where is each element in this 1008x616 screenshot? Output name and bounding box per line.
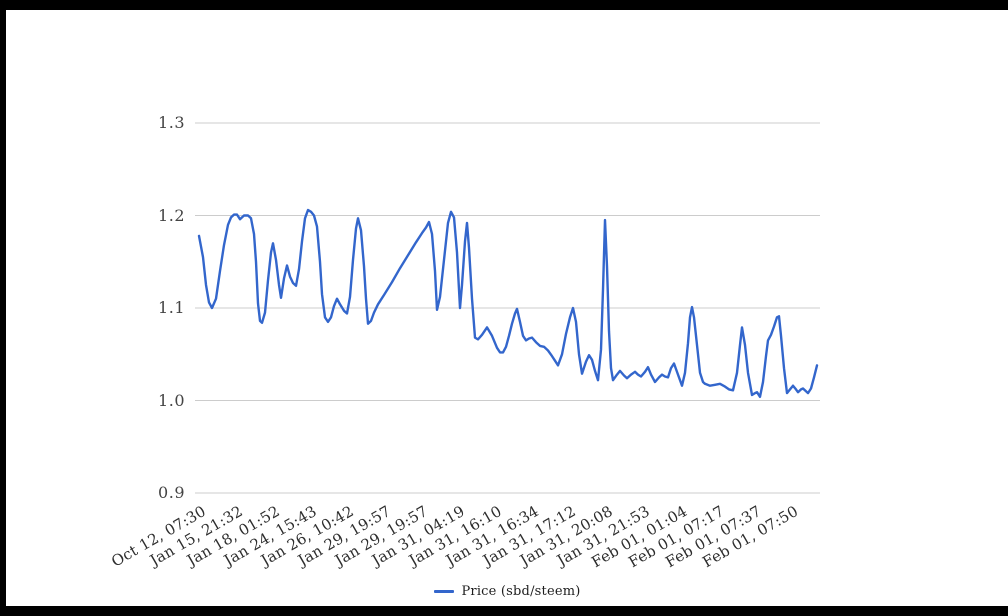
legend: Price (sbd/steem) (195, 583, 820, 599)
legend-line-swatch (434, 589, 455, 593)
frame-border-left (0, 0, 6, 616)
y-tick-label: 1.2 (158, 205, 185, 225)
plot-area[interactable] (195, 123, 820, 493)
gridline-group (195, 122, 820, 494)
series-group (197, 208, 819, 398)
frame-border-bottom (0, 606, 1008, 616)
frame-border-top (0, 0, 1008, 10)
y-tick-label: 0.9 (158, 483, 185, 502)
y-tick-label: 1.3 (158, 113, 185, 132)
y-tick-label: 1.0 (158, 390, 185, 410)
price-series-line (197, 208, 819, 398)
y-tick-label: 1.1 (158, 298, 185, 317)
legend-label: Price (sbd/steem) (461, 583, 581, 599)
